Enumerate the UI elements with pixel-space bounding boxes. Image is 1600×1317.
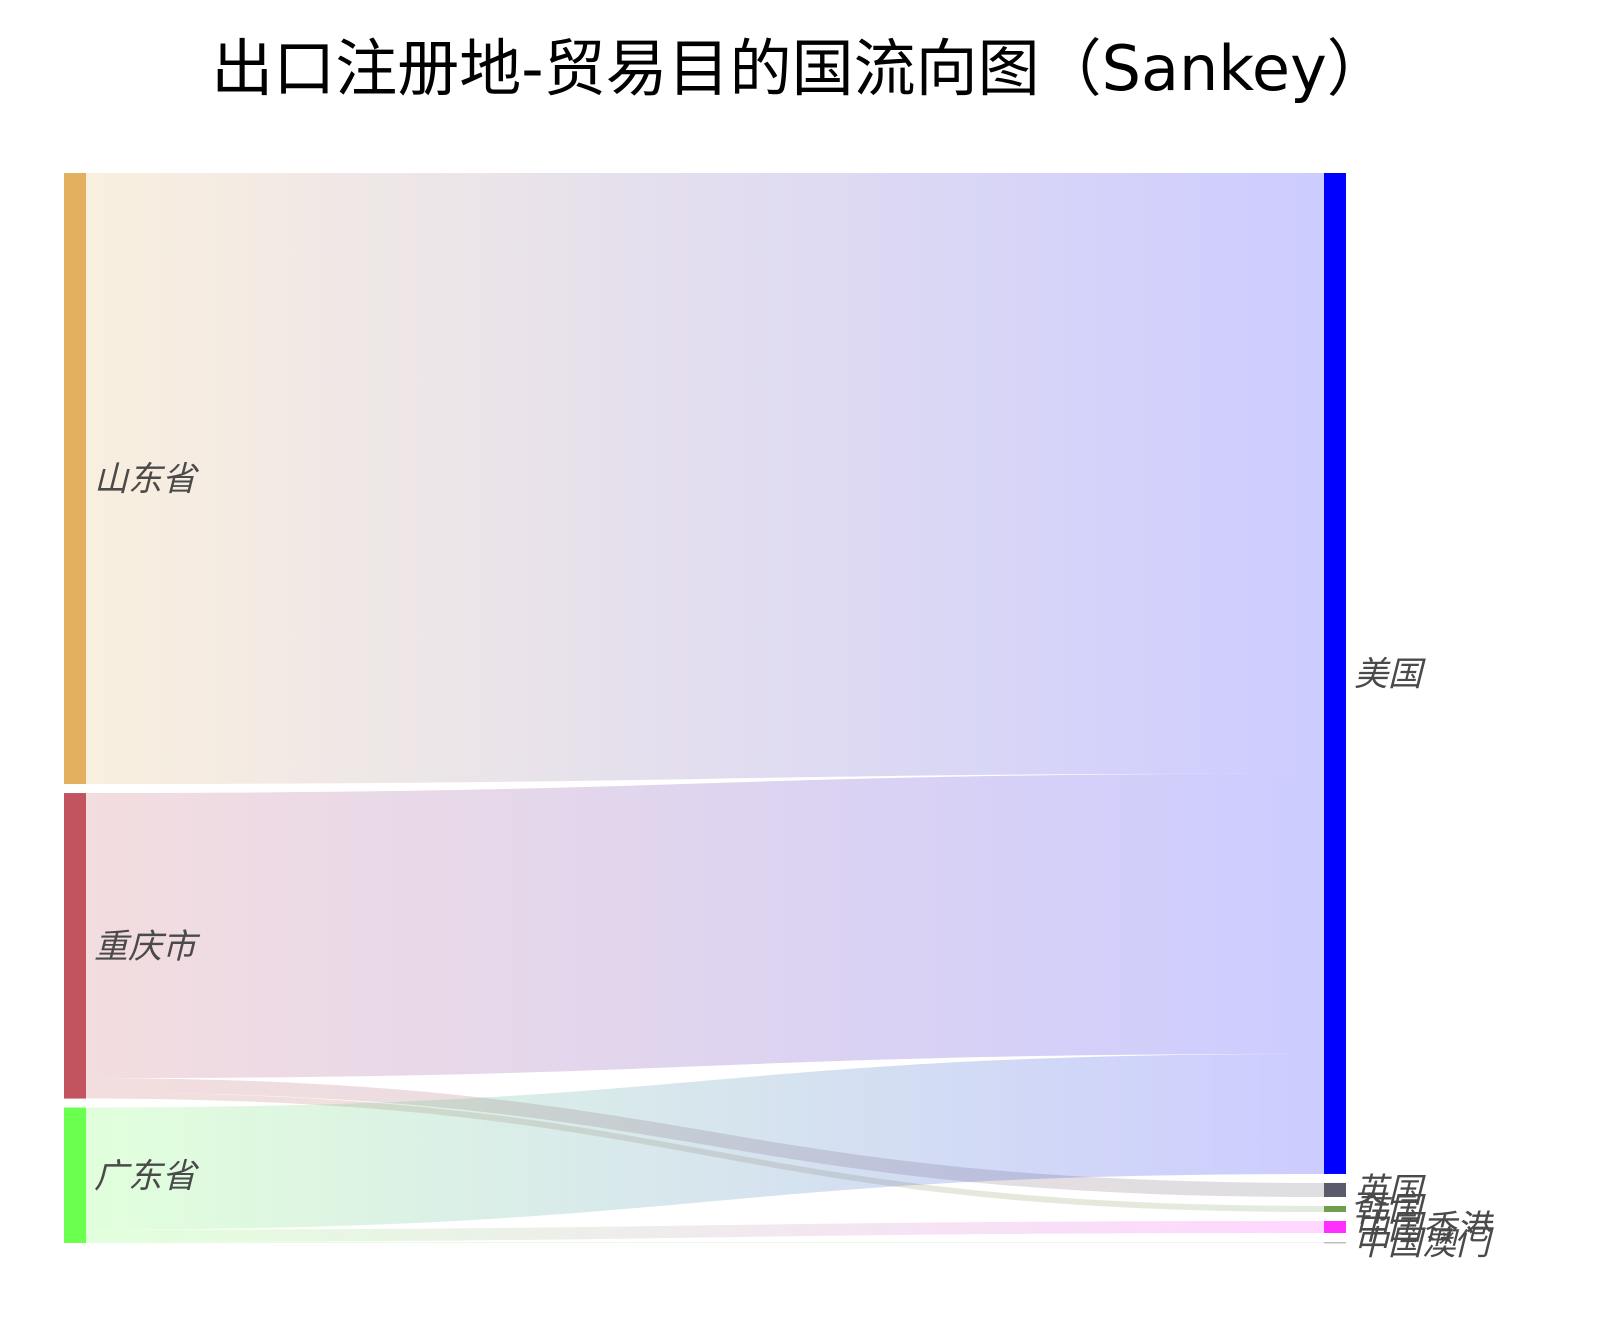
target-node-label: 中国香港 xyxy=(1354,1208,1494,1248)
target-node-bar[interactable] xyxy=(1324,1182,1346,1197)
sankey-link[interactable] xyxy=(86,1053,1324,1230)
sankey-link[interactable] xyxy=(86,1241,1324,1243)
source-node-bar[interactable] xyxy=(64,793,86,1099)
chart-title: 出口注册地-贸易目的国流向图（Sankey） xyxy=(211,32,1389,105)
source-node-label: 山东省 xyxy=(94,460,200,500)
source-node-label: 重庆市 xyxy=(94,927,201,967)
target-node-bar[interactable] xyxy=(1324,1205,1346,1212)
target-node-label: 中国澳门 xyxy=(1354,1223,1494,1263)
target-node-bar[interactable] xyxy=(1324,173,1346,1174)
target-node-bar[interactable] xyxy=(1324,1220,1346,1233)
sankey-link[interactable] xyxy=(86,173,1324,785)
target-node-label: 英国 xyxy=(1354,1171,1426,1211)
links-layer xyxy=(86,173,1324,1243)
target-node-label: 韩国 xyxy=(1354,1190,1426,1230)
target-node-bar[interactable] xyxy=(1324,1241,1346,1244)
target-node-label: 美国 xyxy=(1354,654,1426,694)
sankey-link[interactable] xyxy=(86,773,1324,1079)
source-node-bar[interactable] xyxy=(64,173,86,785)
source-node-bar[interactable] xyxy=(64,1107,86,1243)
nodes-layer xyxy=(64,173,1346,1244)
sankey-link[interactable] xyxy=(86,1220,1324,1242)
source-node-label: 广东省 xyxy=(94,1156,200,1196)
